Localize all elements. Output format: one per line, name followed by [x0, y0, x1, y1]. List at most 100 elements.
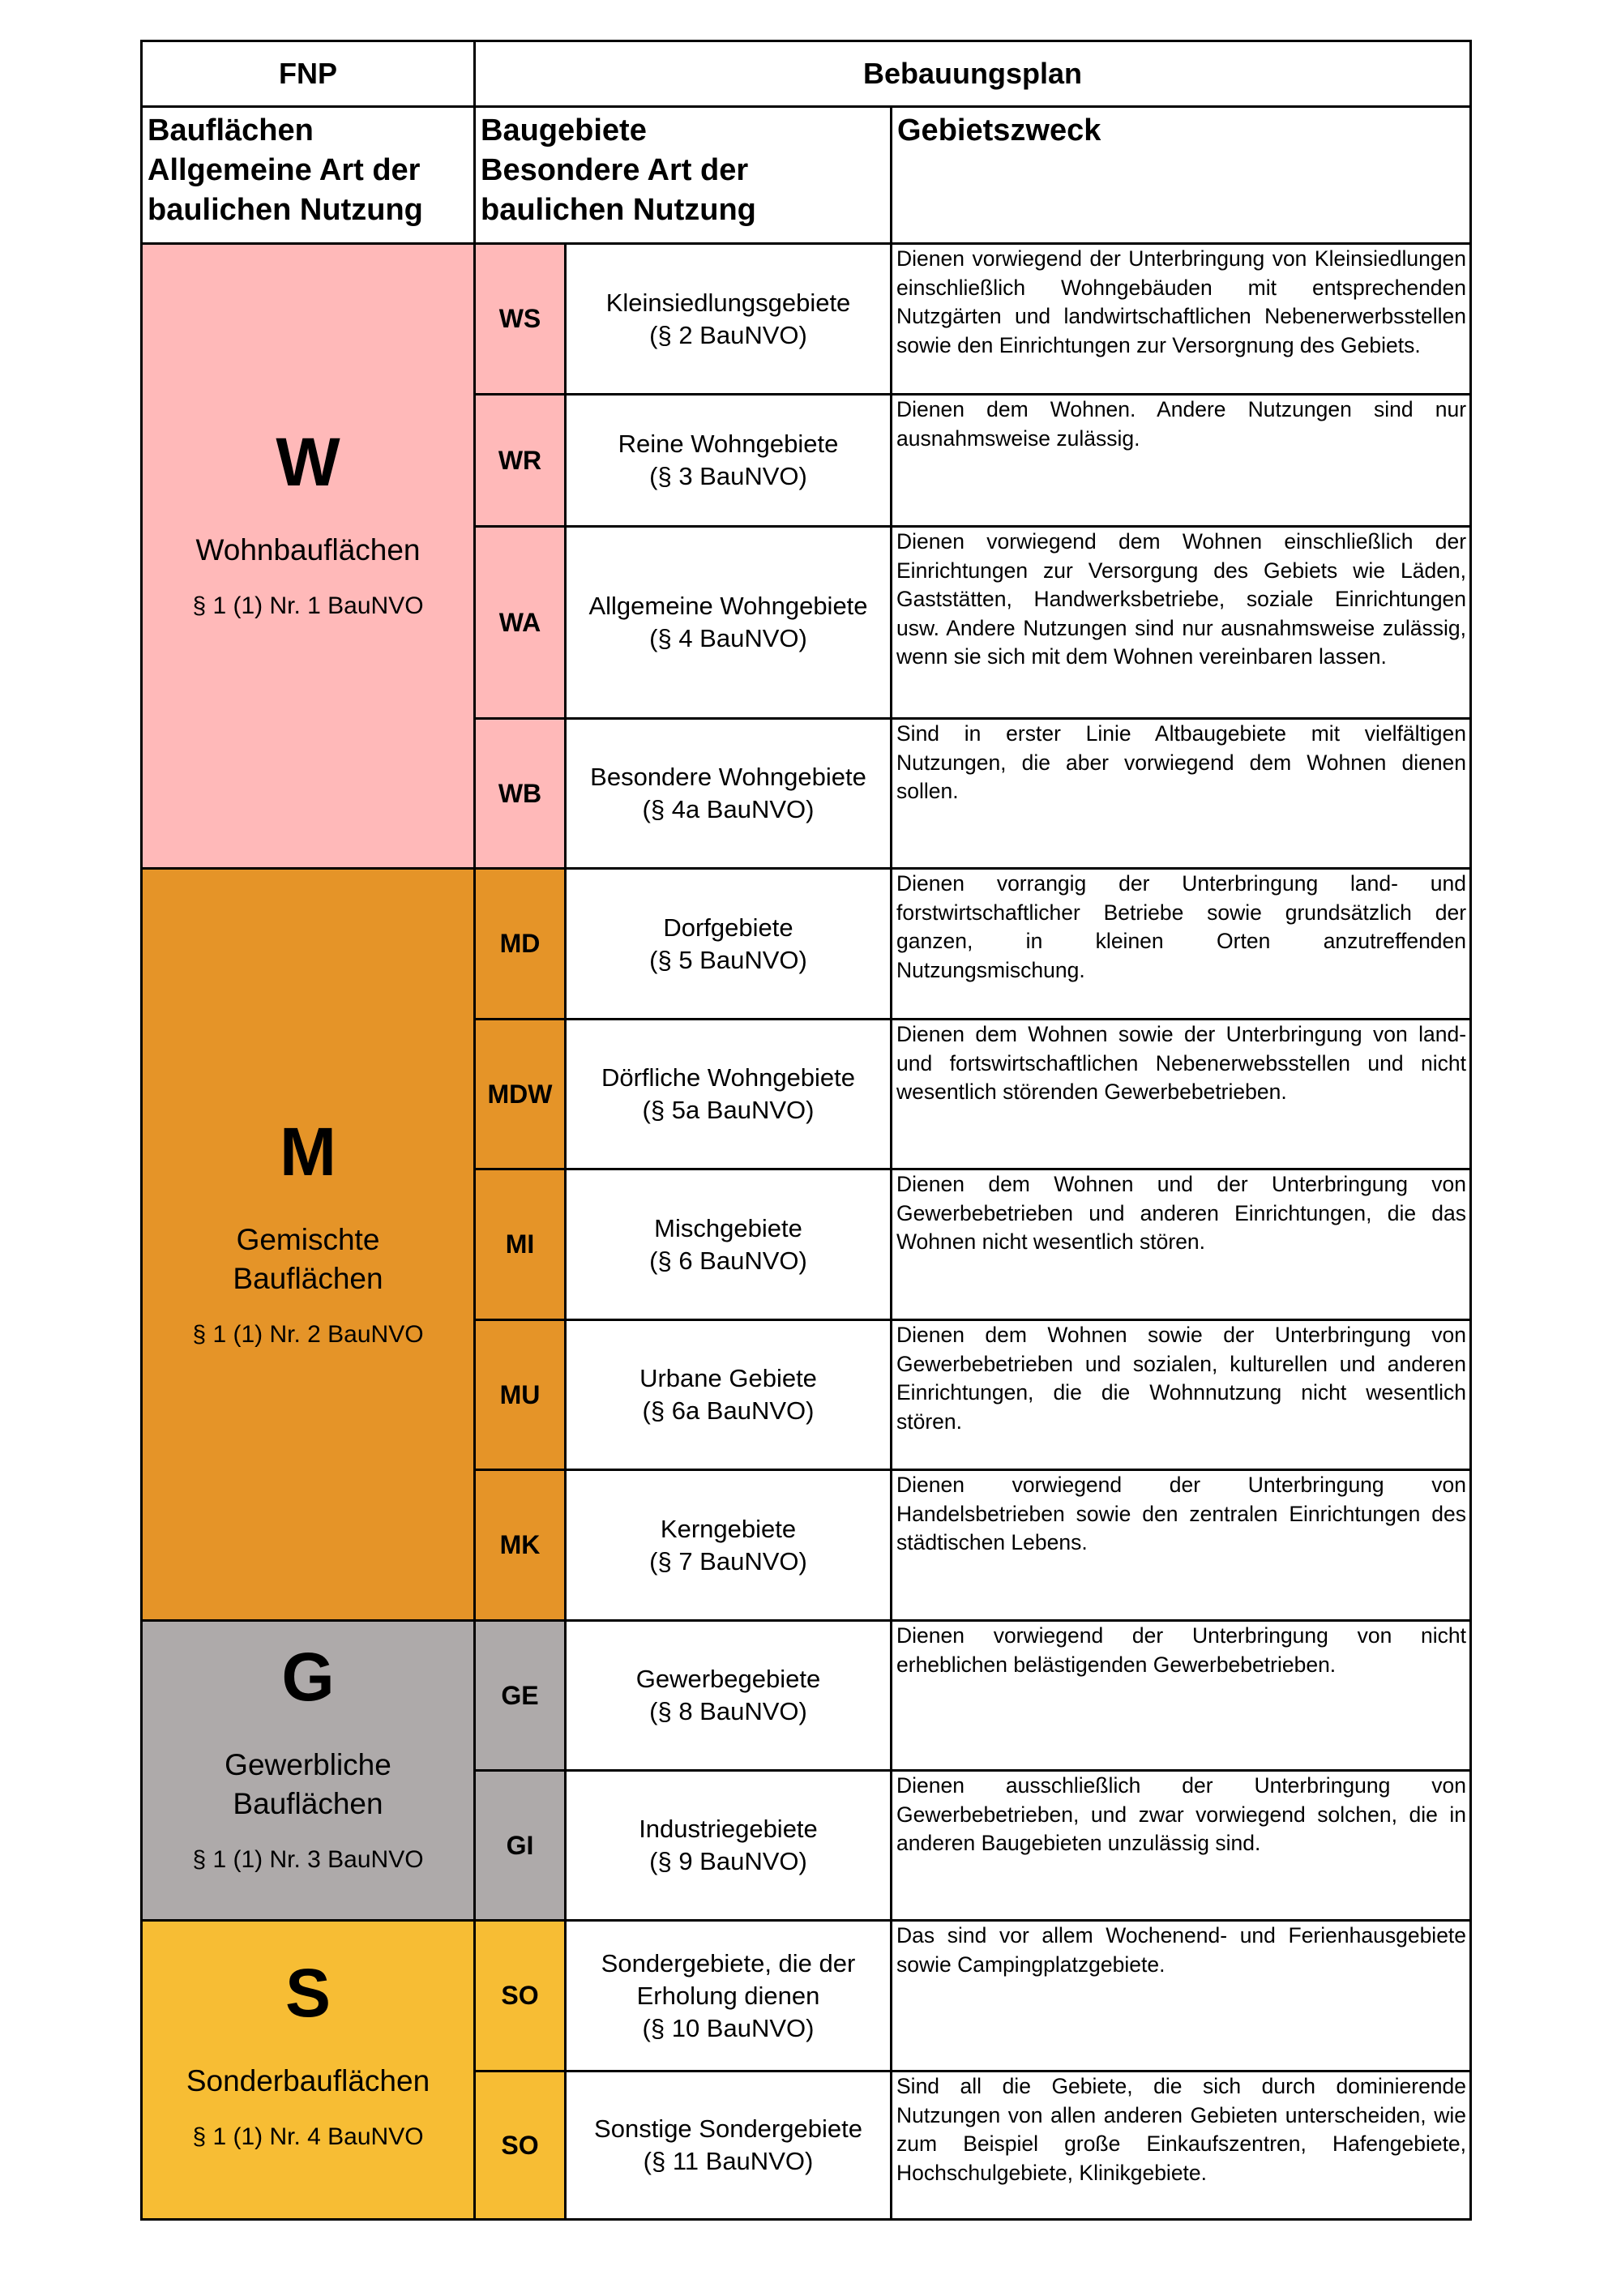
name-paragraph: (§ 5a BauNVO) [642, 1096, 815, 1124]
baugebiet-name: Sondergebiete, die der Erholung dienen (§… [564, 1919, 892, 2072]
gebietszweck: Dienen vorwiegend dem Wohnen einschließl… [889, 525, 1473, 720]
h-line: Besondere Art der [481, 153, 749, 187]
name-text: Besondere Wohngebiete [590, 763, 866, 791]
gebietszweck: Dienen dem Wohnen sowie der Unterbringun… [889, 1018, 1473, 1170]
group-name: Wohnbauflächen [195, 533, 421, 567]
gebietszweck: Sind all die Gebiete, die sich durch dom… [889, 2070, 1473, 2221]
name-text: Kleinsiedlungsgebiete [605, 288, 851, 317]
baugebiet-code: MU [473, 1319, 567, 1471]
gebietszweck: Dienen vorrangig der Unterbringung land-… [889, 867, 1473, 1020]
bauflaeche-m: M Gemischte Bauflächen § 1 (1) Nr. 2 BauN… [140, 867, 476, 1622]
name-paragraph: (§ 8 BauNVO) [649, 1697, 807, 1725]
gebietszweck: Dienen ausschließlich der Unterbringung … [889, 1769, 1473, 1922]
baugebiet-code: SO [473, 1919, 567, 2072]
name-paragraph: (§ 7 BauNVO) [649, 1546, 807, 1576]
name-paragraph: (§ 4 BauNVO) [649, 624, 807, 652]
group-name: Gemischte [236, 1223, 380, 1256]
baugebiet-name: Reine Wohngebiete (§ 3 BauNVO) [564, 393, 892, 528]
table-row: WB Besondere Wohngebiete (§ 4a BauNVO) Si… [142, 717, 1473, 870]
name-paragraph: (§ 6 BauNVO) [649, 1246, 807, 1275]
table-row: GI Industriegebiete (§ 9 BauNVO) Dienen a… [142, 1769, 1473, 1922]
name-paragraph: (§ 5 BauNVO) [649, 945, 807, 974]
table-row: MDW Dörfliche Wohngebiete (§ 5a BauNVO) D… [142, 1018, 1473, 1170]
name-paragraph: (§ 9 BauNVO) [649, 1847, 807, 1875]
header-gebietszweck: Gebietszweck [889, 105, 1473, 245]
table-row: MK Kerngebiete (§ 7 BauNVO) Dienen vorwie… [142, 1469, 1473, 1622]
name-text: Urbane Gebiete [639, 1364, 817, 1392]
group-letter: W [276, 424, 340, 500]
gebietszweck: Dienen vorwiegend der Unterbringung von … [889, 1619, 1473, 1772]
name-text: Mischgebiete [654, 1213, 802, 1242]
name-paragraph: (§ 3 BauNVO) [649, 462, 807, 490]
baugebiet-code: GI [473, 1769, 567, 1922]
gebietszweck: Dienen vorwiegend der Unterbringung von … [889, 1469, 1473, 1622]
baugebiet-name: Dorfgebiete (§ 5 BauNVO) [564, 867, 892, 1020]
bauflaeche-s: S Sonderbauflächen § 1 (1) Nr. 4 BauNVO [140, 1919, 476, 2221]
name-text: Industriegebiete [639, 1815, 818, 1843]
baugebiet-name: Kleinsiedlungsgebiete (§ 2 BauNVO) [564, 242, 892, 395]
group-paragraph: § 1 (1) Nr. 4 BauNVO [192, 2123, 424, 2150]
baugebiet-name: Allgemeine Wohngebiete (§ 4 BauNVO) [564, 525, 892, 720]
table-row: S Sonderbauflächen § 1 (1) Nr. 4 BauNVO S… [140, 1919, 1473, 2221]
h-line: baulichen Nutzung [148, 193, 423, 227]
table-row: W Wohnbauflächen § 1 (1) Nr. 1 BauNVO WS … [140, 242, 1473, 870]
name-text: Gewerbegebiete [635, 1665, 821, 1693]
table-row: M Gemischte Bauflächen § 1 (1) Nr. 2 BauN… [140, 867, 1473, 1622]
baugebiet-name: Gewerbegebiete (§ 8 BauNVO) [564, 1619, 892, 1772]
baugebiet-name: Sonstige Sondergebiete (§ 11 BauNVO) [564, 2070, 892, 2221]
gebietszweck: Dienen dem Wohnen und der Unterbringung … [889, 1168, 1473, 1321]
table-row: WR Reine Wohngebiete (§ 3 BauNVO) Dienen … [142, 393, 1473, 528]
name-text: Sondergebiete, die der Erholung dienen [601, 1948, 856, 2010]
group-paragraph: § 1 (1) Nr. 1 BauNVO [192, 592, 424, 619]
baugebiet-code: MK [473, 1469, 567, 1622]
name-text: Kerngebiete [660, 1514, 797, 1543]
gebietszweck: Dienen dem Wohnen. Andere Nutzungen sind… [889, 393, 1473, 528]
name-paragraph: (§ 4a BauNVO) [642, 795, 815, 823]
name-text: Sonstige Sondergebiete [594, 2114, 862, 2143]
table-row: G Gewerbliche Bauflächen § 1 (1) Nr. 3 Ba… [140, 1619, 1473, 1922]
baugebiet-code: MI [473, 1168, 567, 1321]
name-text: Reine Wohngebiete [618, 430, 839, 458]
name-text: Dörfliche Wohngebiete [601, 1063, 856, 1092]
name-text: Dorfgebiete [663, 913, 793, 942]
baugebiet-code: MD [473, 867, 567, 1020]
baugebiet-name: Urbane Gebiete (§ 6a BauNVO) [564, 1319, 892, 1471]
baugebiet-name: Kerngebiete (§ 7 BauNVO) [564, 1469, 892, 1622]
baugebiet-code: WA [473, 525, 567, 720]
group-name: Bauflächen [233, 1787, 383, 1820]
group-letter: S [284, 1955, 331, 2031]
table-row: SO Sonstige Sondergebiete (§ 11 BauNVO) S… [142, 2070, 1473, 2221]
group-name: Gewerbliche [225, 1748, 391, 1781]
baugebiet-code: WS [473, 242, 567, 395]
baugebiet-name: Dörfliche Wohngebiete (§ 5a BauNVO) [564, 1018, 892, 1170]
header-fnp: FNP [140, 40, 476, 108]
header-bauflaechen: Bauflächen Allgemeine Art der baulichen Nu… [140, 105, 476, 245]
group-paragraph: § 1 (1) Nr. 3 BauNVO [192, 1846, 424, 1873]
bauflaeche-g: G Gewerbliche Bauflächen § 1 (1) Nr. 3 Ba… [140, 1619, 476, 1922]
table-row: MI Mischgebiete (§ 6 BauNVO) Dienen dem W… [142, 1168, 1473, 1321]
baunutzung-table: FNP Bebauungsplan Bauflächen Allgemeine A… [140, 40, 1473, 2221]
baugebiet-name: Mischgebiete (§ 6 BauNVO) [564, 1168, 892, 1321]
gebietszweck: Sind in erster Linie Altbaugebiete mit v… [889, 717, 1473, 870]
gebietszweck: Dienen dem Wohnen sowie der Unterbringun… [889, 1319, 1473, 1471]
name-text: Allgemeine Wohngebiete [588, 592, 868, 620]
group-letter: M [280, 1114, 336, 1190]
group-letter: G [281, 1639, 335, 1715]
name-paragraph: (§ 6a BauNVO) [642, 1396, 815, 1425]
baugebiet-code: MDW [473, 1018, 567, 1170]
h-line: Bauflächen [148, 113, 314, 148]
group-name: Bauflächen [233, 1262, 383, 1295]
name-paragraph: (§ 2 BauNVO) [649, 320, 807, 349]
baugebiet-name: Besondere Wohngebiete (§ 4a BauNVO) [564, 717, 892, 870]
header-bebauungsplan: Bebauungsplan [473, 40, 1473, 108]
baugebiet-code: WR [473, 393, 567, 528]
group-name: Sonderbauflächen [186, 2064, 430, 2097]
h-line: Allgemeine Art der [148, 153, 421, 187]
h-line: baulichen Nutzung [481, 193, 756, 227]
gebietszweck: Dienen vorwiegend der Unterbringung von … [889, 242, 1473, 395]
baugebiet-name: Industriegebiete (§ 9 BauNVO) [564, 1769, 892, 1922]
name-paragraph: (§ 11 BauNVO) [643, 2147, 814, 2175]
baugebiet-code: SO [473, 2070, 567, 2221]
gebietszweck: Das sind vor allem Wochenend- und Ferien… [889, 1919, 1473, 2072]
table-row: MU Urbane Gebiete (§ 6a BauNVO) Dienen de… [142, 1319, 1473, 1471]
